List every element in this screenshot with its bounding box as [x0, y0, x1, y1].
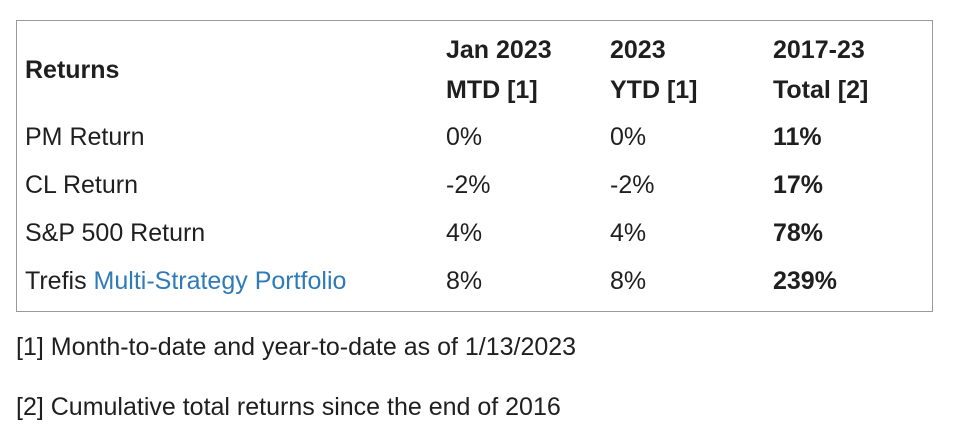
footnote-2: [2] Cumulative total returns since the e… — [16, 393, 561, 421]
cell-sp500-mtd: 4% — [446, 219, 483, 247]
cell-sp500-total: 78% — [773, 219, 824, 247]
row-label-trefis-prefix: Trefis — [25, 267, 87, 295]
header-mtd-line1: Jan 2023 — [446, 36, 552, 64]
cell-cl-ytd: -2% — [610, 171, 655, 199]
cell-pm-ytd: 0% — [610, 123, 647, 151]
cell-cl-mtd: -2% — [446, 171, 491, 199]
row-label-sp500-return: S&P 500 Return — [25, 219, 206, 247]
returns-table: Returns Jan 2023 MTD [1] 2023 YTD [1] 20… — [16, 20, 933, 312]
header-total-line2: Total [2] — [773, 76, 869, 104]
header-returns: Returns — [25, 56, 120, 84]
cell-trefis-ytd: 8% — [610, 267, 647, 295]
row-label-cl-return: CL Return — [25, 171, 139, 199]
header-total-line1: 2017-23 — [773, 36, 865, 64]
footnote-1: [1] Month-to-date and year-to-date as of… — [16, 333, 577, 361]
header-mtd-line2: MTD [1] — [446, 76, 538, 104]
cell-pm-total: 11% — [773, 123, 822, 151]
cell-sp500-ytd: 4% — [610, 219, 647, 247]
multi-strategy-portfolio-link[interactable]: Multi-Strategy Portfolio — [93, 267, 347, 295]
header-ytd-line2: YTD [1] — [610, 76, 698, 104]
row-label-pm-return: PM Return — [25, 123, 145, 151]
header-ytd-line1: 2023 — [610, 36, 666, 64]
cell-pm-mtd: 0% — [446, 123, 483, 151]
cell-trefis-mtd: 8% — [446, 267, 483, 295]
cell-cl-total: 17% — [773, 171, 824, 199]
row-label-trefis: Trefis Multi-Strategy Portfolio — [25, 264, 346, 298]
cell-trefis-total: 239% — [773, 267, 837, 295]
